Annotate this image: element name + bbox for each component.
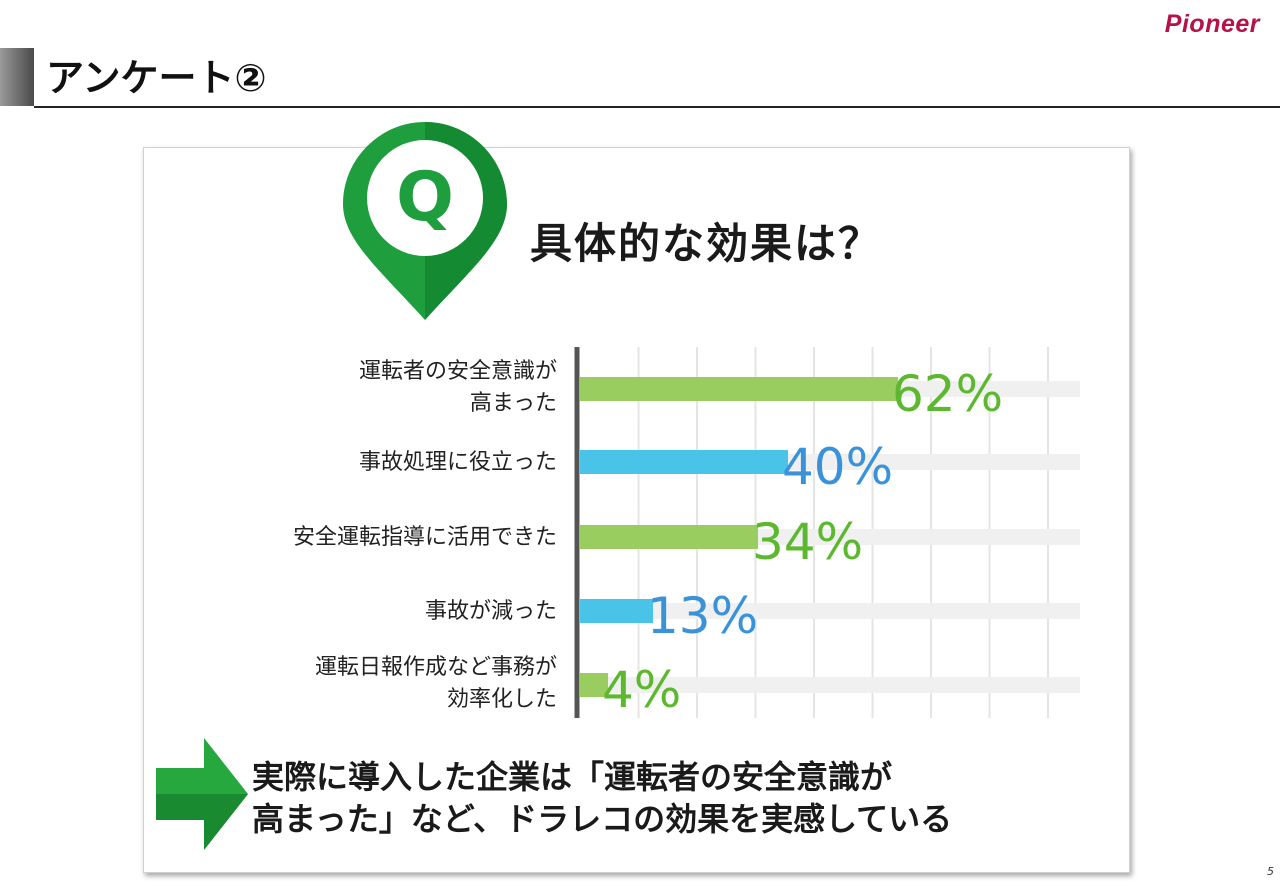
- category-label: 事故処理に役立った: [359, 450, 557, 475]
- category-label: 事故が減った: [425, 599, 557, 624]
- bar-value-label: 4%: [602, 661, 681, 719]
- category-label: 効率化した: [447, 687, 557, 712]
- title-divider: [34, 106, 1280, 108]
- conclusion-line-2: 高まった」など、ドラレコの効果を実感している: [252, 800, 953, 838]
- bar-track: [580, 677, 1080, 693]
- page-number: 5: [1267, 865, 1274, 878]
- bar-value-label: 13%: [647, 587, 758, 645]
- bar-value-label: 62%: [892, 365, 1003, 423]
- page-title: アンケート②: [46, 56, 267, 100]
- bar-track: [580, 603, 1080, 619]
- category-label: 運転者の安全意識が: [359, 359, 557, 384]
- category-label: 安全運転指導に活用できた: [293, 525, 557, 550]
- bar: [580, 599, 653, 623]
- conclusion-line-1: 実際に導入した企業は「運転者の安全意識が: [252, 758, 893, 796]
- bar-value-label: 34%: [752, 513, 863, 571]
- title-marker: [0, 48, 34, 106]
- category-label: 高まった: [470, 391, 557, 416]
- map-pin-icon: Q: [343, 122, 507, 320]
- bar: [580, 377, 898, 401]
- arrow-right-icon: [156, 738, 248, 850]
- bar: [580, 450, 788, 474]
- category-label: 運転日報作成など事務が: [315, 655, 557, 680]
- question-text: 具体的な効果は？: [530, 219, 883, 268]
- bar-value-label: 40%: [782, 438, 893, 496]
- conclusion-text: 実際に導入した企業は「運転者の安全意識が 高まった」など、ドラレコの効果を実感し…: [252, 756, 1122, 840]
- question-badge: Q: [396, 158, 454, 237]
- pioneer-logo: Pioneer: [1164, 10, 1260, 38]
- bar: [580, 525, 758, 549]
- bar: [580, 673, 608, 697]
- survey-card: [143, 147, 1130, 873]
